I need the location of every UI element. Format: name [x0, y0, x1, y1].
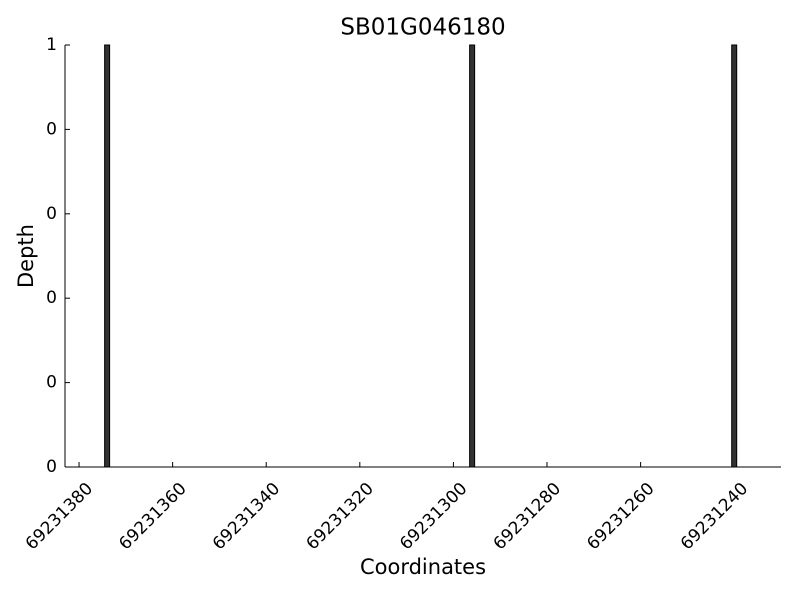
y-tick-label: 0: [46, 288, 57, 308]
x-tick-label: 69231280: [490, 479, 565, 554]
bar: [731, 44, 738, 468]
y-tick-label: 0: [46, 119, 57, 139]
x-tick-label: 69231320: [303, 479, 378, 554]
y-tick-label: 1: [46, 35, 57, 55]
x-tick-label: 69231240: [677, 479, 752, 554]
bar: [104, 44, 111, 468]
x-axis-label: Coordinates: [360, 555, 486, 579]
y-tick-label: 0: [46, 204, 57, 224]
x-tick-label: 69231300: [396, 479, 471, 554]
x-tick-label: 69231360: [115, 479, 190, 554]
x-tick-label: 69231260: [583, 479, 658, 554]
bar: [469, 44, 476, 468]
y-axis-label: Depth: [14, 224, 38, 288]
y-tick-label: 0: [46, 457, 57, 477]
x-tick-label: 69231340: [209, 479, 284, 554]
x-tick-label: 69231380: [22, 479, 97, 554]
y-tick-label: 0: [46, 373, 57, 393]
chart-title: SB01G046180: [340, 15, 505, 41]
